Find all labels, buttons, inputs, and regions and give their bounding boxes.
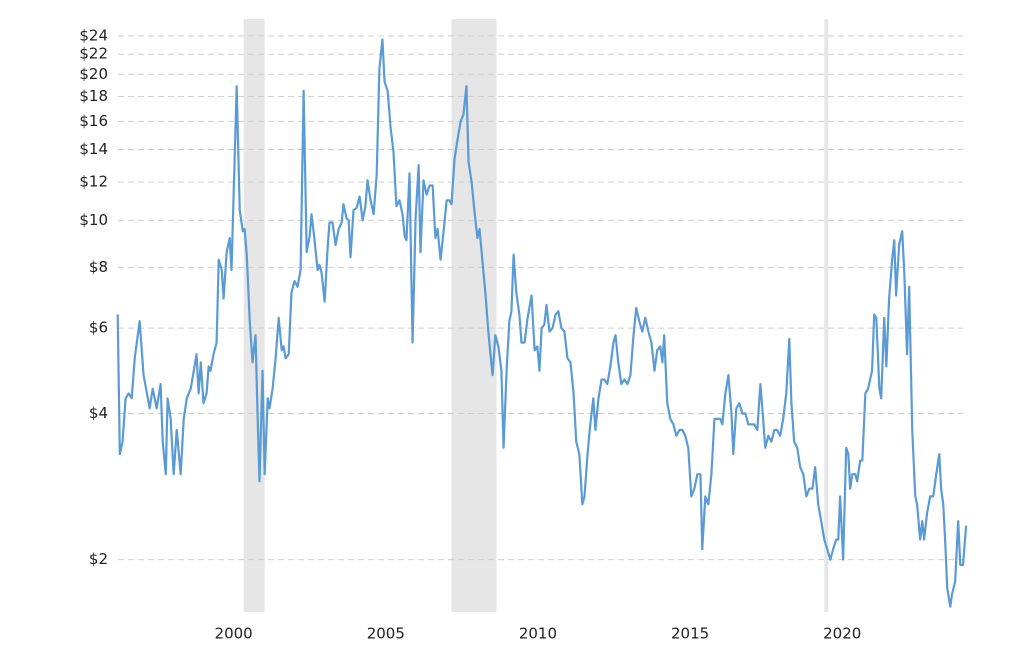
x-tick-label: 2015	[671, 625, 709, 643]
y-tick-label: $20	[79, 65, 108, 83]
y-tick-label: $2	[89, 550, 108, 568]
recession-band	[243, 19, 265, 612]
y-tick-label: $16	[79, 112, 108, 130]
y-tick-label: $22	[79, 45, 108, 63]
x-tick-label: 2000	[215, 625, 253, 643]
price-line	[116, 38, 968, 608]
y-tick-label: $6	[89, 319, 108, 337]
x-tick-label: 2005	[367, 625, 405, 643]
y-tick-label: $18	[79, 87, 108, 105]
x-tick-label: 2010	[519, 625, 557, 643]
y-tick-label: $8	[89, 258, 108, 276]
y-tick-label: $14	[79, 140, 108, 158]
y-tick-label: $12	[79, 172, 108, 190]
x-tick-label: 2020	[823, 625, 861, 643]
y-tick-label: $24	[79, 26, 108, 44]
recession-band	[451, 19, 497, 612]
y-tick-label: $4	[89, 404, 108, 422]
y-tick-label: $10	[79, 211, 108, 229]
recession-band	[824, 19, 829, 612]
